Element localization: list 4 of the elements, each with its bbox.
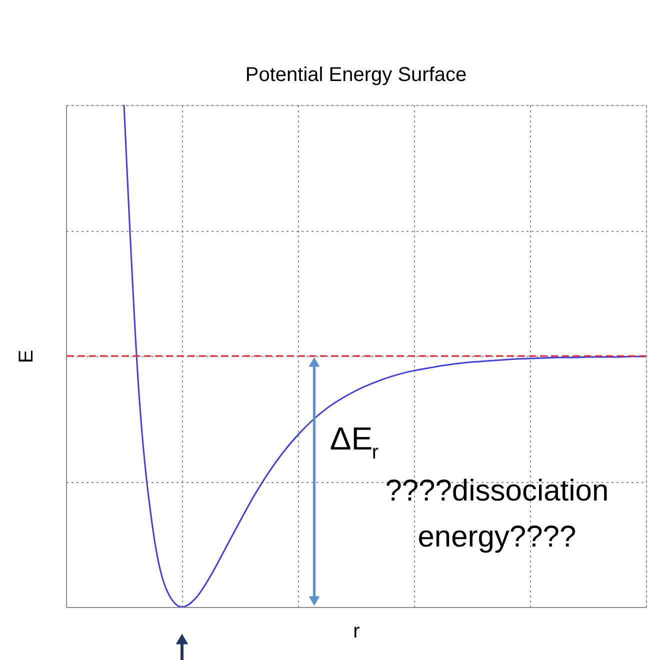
- x-axis-title: r: [353, 620, 360, 642]
- annotation: ????dissociation energy????: [385, 474, 609, 554]
- y-axis-title: E: [16, 350, 38, 364]
- chart-title: Potential Energy Surface: [245, 64, 467, 86]
